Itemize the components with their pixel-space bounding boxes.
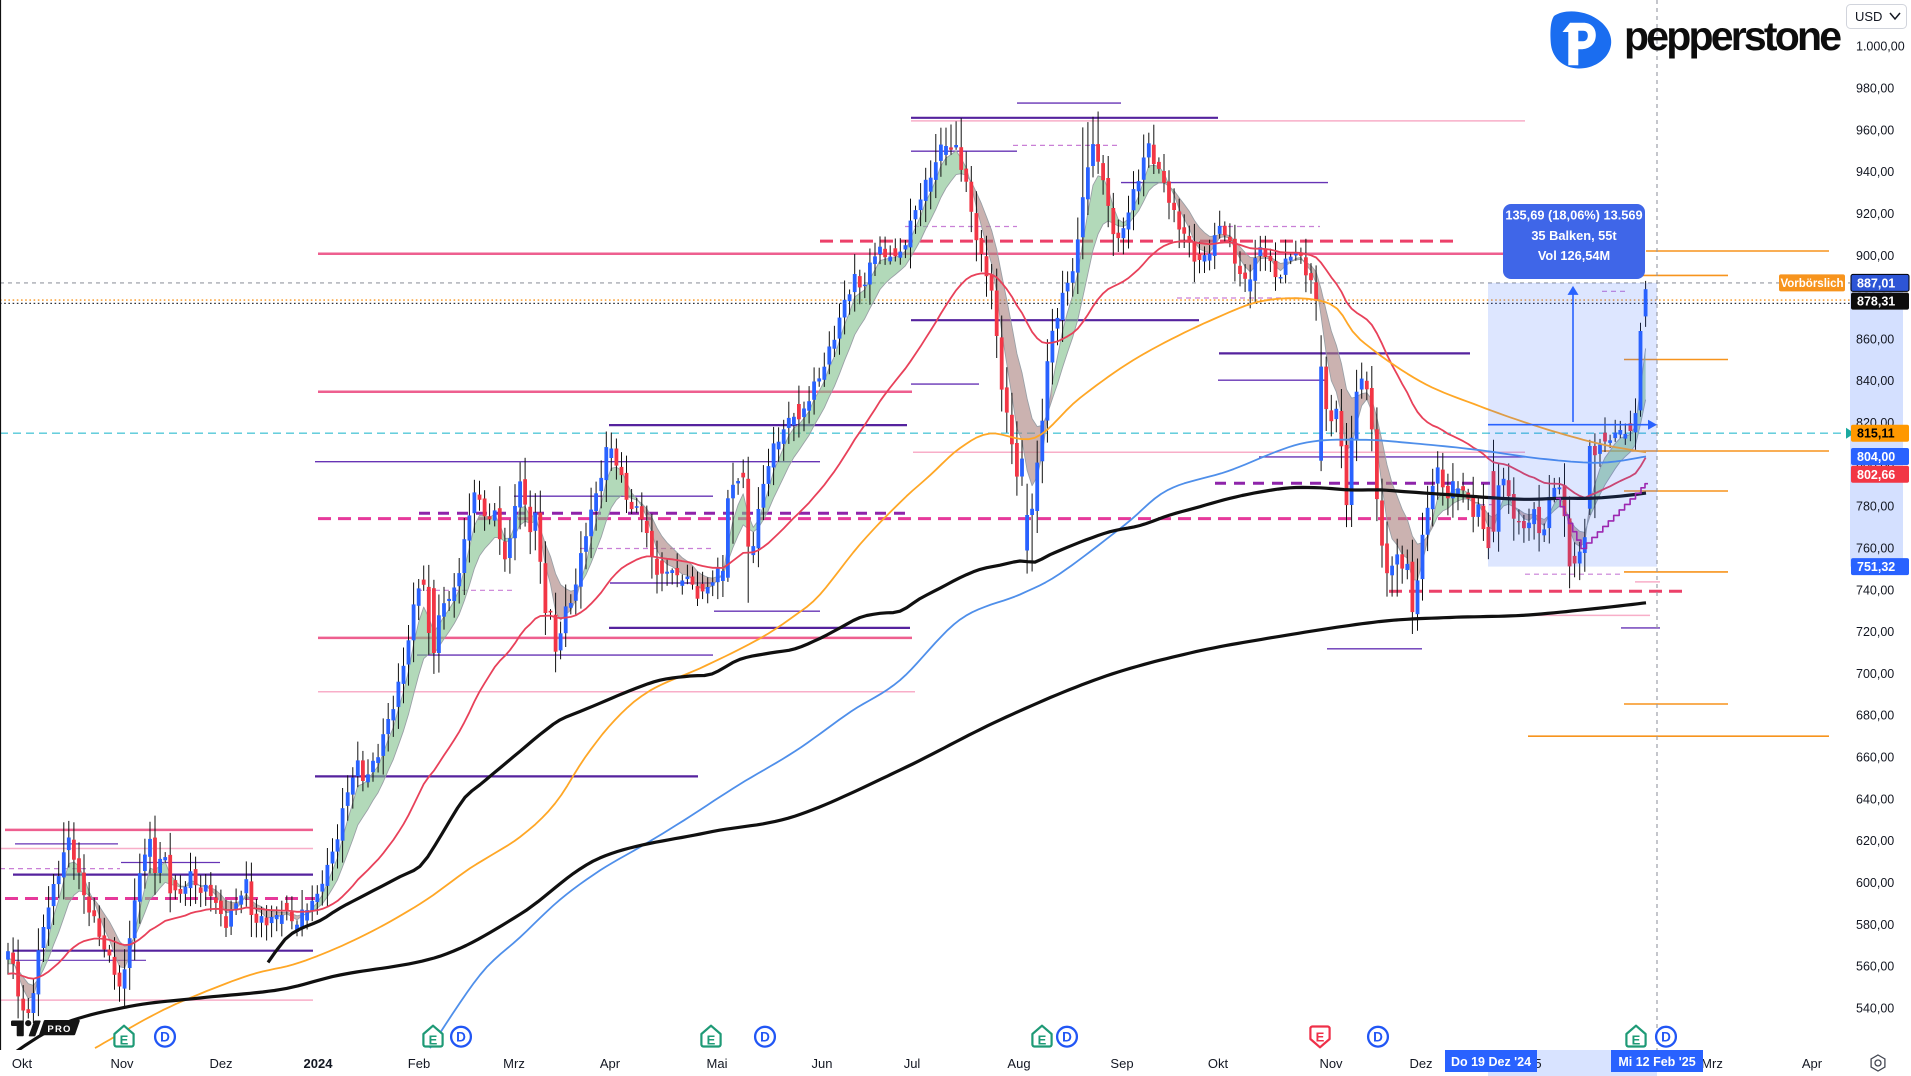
svg-text:980,00: 980,00 — [1856, 82, 1894, 96]
svg-text:Mrz: Mrz — [1701, 1056, 1723, 1071]
svg-text:680,00: 680,00 — [1856, 709, 1894, 723]
svg-text:920,00: 920,00 — [1856, 207, 1894, 221]
svg-text:2024: 2024 — [304, 1056, 334, 1071]
svg-text:Feb: Feb — [408, 1056, 430, 1071]
svg-text:Aug: Aug — [1007, 1056, 1030, 1071]
svg-text:D: D — [760, 1030, 770, 1045]
svg-text:Do 19 Dez '24: Do 19 Dez '24 — [1451, 1055, 1531, 1069]
svg-text:Okt: Okt — [1208, 1056, 1229, 1071]
svg-text:Jul: Jul — [904, 1056, 921, 1071]
svg-text:804,00: 804,00 — [1857, 450, 1895, 464]
svg-text:660,00: 660,00 — [1856, 751, 1894, 765]
svg-text:751,32: 751,32 — [1857, 560, 1895, 574]
svg-text:PRO: PRO — [47, 1024, 71, 1035]
svg-text:Mrz: Mrz — [503, 1056, 525, 1071]
svg-text:D: D — [1062, 1030, 1072, 1045]
svg-text:Apr: Apr — [600, 1056, 621, 1071]
svg-text:960,00: 960,00 — [1856, 123, 1894, 137]
svg-text:860,00: 860,00 — [1856, 332, 1894, 346]
svg-text:540,00: 540,00 — [1856, 1001, 1894, 1015]
svg-text:Jun: Jun — [812, 1056, 833, 1071]
svg-text:D: D — [1661, 1030, 1671, 1045]
svg-text:640,00: 640,00 — [1856, 792, 1894, 806]
svg-text:E: E — [429, 1033, 438, 1048]
svg-text:Mai: Mai — [707, 1056, 728, 1071]
svg-text:760,00: 760,00 — [1856, 542, 1894, 556]
svg-text:840,00: 840,00 — [1856, 374, 1894, 388]
svg-text:887,01: 887,01 — [1857, 276, 1895, 290]
svg-text:5: 5 — [1534, 1056, 1541, 1071]
svg-text:Dez: Dez — [209, 1056, 232, 1071]
svg-text:E: E — [1632, 1033, 1641, 1048]
svg-text:D: D — [160, 1030, 170, 1045]
svg-text:35 Balken, 55t: 35 Balken, 55t — [1531, 228, 1617, 243]
svg-text:Nov: Nov — [110, 1056, 134, 1071]
svg-text:D: D — [1373, 1030, 1383, 1045]
svg-text:Nov: Nov — [1319, 1056, 1343, 1071]
svg-text:1.000,00: 1.000,00 — [1856, 40, 1905, 54]
svg-text:940,00: 940,00 — [1856, 165, 1894, 179]
svg-text:815,11: 815,11 — [1857, 427, 1895, 441]
svg-text:802,66: 802,66 — [1857, 468, 1895, 482]
svg-text:Vorbörslich: Vorbörslich — [1780, 278, 1843, 290]
svg-text:E: E — [1038, 1033, 1047, 1048]
svg-text:878,31: 878,31 — [1857, 295, 1895, 309]
svg-text:580,00: 580,00 — [1856, 918, 1894, 932]
svg-text:700,00: 700,00 — [1856, 667, 1894, 681]
svg-text:Sep: Sep — [1110, 1056, 1133, 1071]
svg-text:Vol 126,54M: Vol 126,54M — [1538, 248, 1610, 263]
svg-text:USD: USD — [1855, 9, 1882, 24]
svg-text:Okt: Okt — [12, 1056, 33, 1071]
svg-text:135,69 (18,06%) 13.569: 135,69 (18,06%) 13.569 — [1505, 208, 1642, 223]
svg-text:600,00: 600,00 — [1856, 876, 1894, 890]
svg-text:620,00: 620,00 — [1856, 834, 1894, 848]
svg-text:740,00: 740,00 — [1856, 583, 1894, 597]
svg-text:pepperstone: pepperstone — [1624, 13, 1841, 59]
svg-text:900,00: 900,00 — [1856, 249, 1894, 263]
svg-text:Mi 12 Feb '25: Mi 12 Feb '25 — [1618, 1055, 1695, 1069]
svg-text:780,00: 780,00 — [1856, 500, 1894, 514]
svg-text:D: D — [456, 1030, 466, 1045]
svg-text:E: E — [120, 1033, 129, 1048]
svg-text:Apr: Apr — [1802, 1056, 1823, 1071]
svg-text:E: E — [1316, 1030, 1325, 1045]
svg-text:E: E — [707, 1033, 716, 1048]
svg-text:560,00: 560,00 — [1856, 960, 1894, 974]
svg-text:720,00: 720,00 — [1856, 625, 1894, 639]
svg-text:Dez: Dez — [1409, 1056, 1432, 1071]
